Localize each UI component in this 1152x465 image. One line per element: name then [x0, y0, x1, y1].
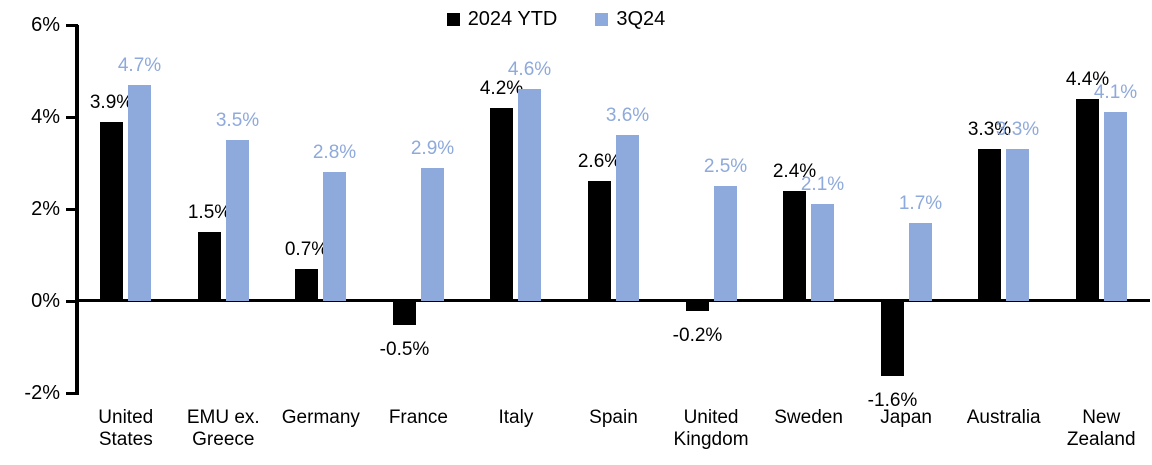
y-tick-mark-6	[66, 24, 78, 27]
value-label-2024-ytd-australia: 3.3%	[967, 119, 1012, 140]
bar-2024-ytd-new-zealand	[1076, 99, 1099, 301]
y-tick-mark-4	[66, 116, 78, 119]
value-label-3q24-sweden: 2.1%	[800, 174, 845, 195]
value-label-2024-ytd-spain: 2.6%	[577, 151, 622, 172]
bar-2024-ytd-japan	[881, 302, 904, 376]
value-label-2024-ytd-emu-ex-greece: 1.5%	[187, 202, 232, 223]
value-label-2024-ytd-new-zealand: 4.4%	[1065, 69, 1110, 90]
bar-3q24-united-kingdom	[714, 186, 737, 301]
x-label-emu-ex-greece: EMU ex. Greece	[186, 407, 260, 450]
value-label-3q24-united-kingdom: 2.5%	[703, 156, 748, 177]
x-axis-zero-line	[77, 299, 1150, 302]
bar-3q24-italy	[518, 89, 541, 301]
bar-3q24-australia	[1006, 149, 1029, 301]
bar-3q24-germany	[323, 172, 346, 301]
x-label-united-states: United States	[98, 407, 154, 450]
legend-label-2024-ytd: 2024 YTD	[467, 7, 558, 30]
bar-3q24-emu-ex-greece	[226, 140, 249, 301]
x-label-spain: Spain	[589, 407, 638, 428]
y-tick-mark-0	[66, 300, 78, 303]
x-label-france: France	[388, 407, 448, 428]
value-label-2024-ytd-germany: 0.7%	[284, 239, 329, 260]
value-label-2024-ytd-france: -0.5%	[379, 339, 430, 360]
value-label-2024-ytd-united-states: 3.9%	[89, 92, 134, 113]
value-label-3q24-new-zealand: 4.1%	[1093, 82, 1138, 103]
value-label-3q24-japan: 1.7%	[898, 193, 943, 214]
x-label-united-kingdom: United Kingdom	[673, 407, 749, 450]
value-label-3q24-france: 2.9%	[410, 138, 455, 159]
bar-2024-ytd-australia	[978, 149, 1001, 301]
y-tick-mark-2	[66, 208, 78, 211]
y-tick-label-2: 2%	[31, 198, 60, 220]
value-label-3q24-italy: 4.6%	[507, 59, 552, 80]
y-tick-label-2: -2%	[24, 382, 60, 404]
bar-2024-ytd-sweden	[783, 191, 806, 301]
value-label-3q24-spain: 3.6%	[605, 105, 650, 126]
x-label-germany: Germany	[281, 407, 360, 428]
y-tick-label-0: 0%	[31, 290, 60, 312]
bar-2024-ytd-france	[393, 302, 416, 325]
bar-3q24-united-states	[128, 85, 151, 301]
x-label-italy: Italy	[498, 407, 534, 428]
bar-2024-ytd-united-kingdom	[686, 302, 709, 311]
legend-label-3q24: 3Q24	[616, 7, 666, 30]
legend-swatch-3q24-icon	[595, 12, 609, 26]
bar-2024-ytd-italy	[490, 108, 513, 301]
value-label-3q24-australia: 3.3%	[995, 119, 1040, 140]
y-tick-mark-2	[66, 392, 78, 395]
value-label-3q24-emu-ex-greece: 3.5%	[215, 110, 260, 131]
bar-3q24-spain	[616, 135, 639, 301]
bar-3q24-sweden	[811, 204, 834, 301]
value-label-2024-ytd-sweden: 2.4%	[772, 161, 817, 182]
value-label-2024-ytd-italy: 4.2%	[479, 78, 524, 99]
bar-3q24-new-zealand	[1104, 112, 1127, 301]
y-tick-label-4: 4%	[31, 106, 60, 128]
value-label-3q24-germany: 2.8%	[312, 142, 357, 163]
bar-2024-ytd-united-states	[100, 122, 123, 301]
value-label-3q24-united-states: 4.7%	[117, 55, 162, 76]
legend-item-3q24: 3Q24	[595, 8, 665, 31]
bar-2024-ytd-spain	[588, 181, 611, 301]
x-label-japan: Japan	[880, 407, 933, 428]
x-label-sweden: Sweden	[774, 407, 843, 428]
bar-3q24-france	[421, 168, 444, 301]
legend-swatch-2024-ytd-icon	[446, 12, 460, 26]
x-label-new-zealand: New Zealand	[1066, 407, 1136, 450]
legend-item-2024-ytd: 2024 YTD	[446, 7, 558, 31]
bar-2024-ytd-germany	[295, 269, 318, 301]
legend: 2024 YTD 3Q24	[0, 6, 1112, 32]
x-label-australia: Australia	[966, 407, 1041, 428]
value-label-2024-ytd-japan: -1.6%	[867, 390, 918, 411]
value-label-2024-ytd-united-kingdom: -0.2%	[672, 325, 723, 346]
bar-2024-ytd-emu-ex-greece	[198, 232, 221, 301]
bar-3q24-japan	[909, 223, 932, 301]
y-tick-label-6: 6%	[31, 14, 60, 36]
